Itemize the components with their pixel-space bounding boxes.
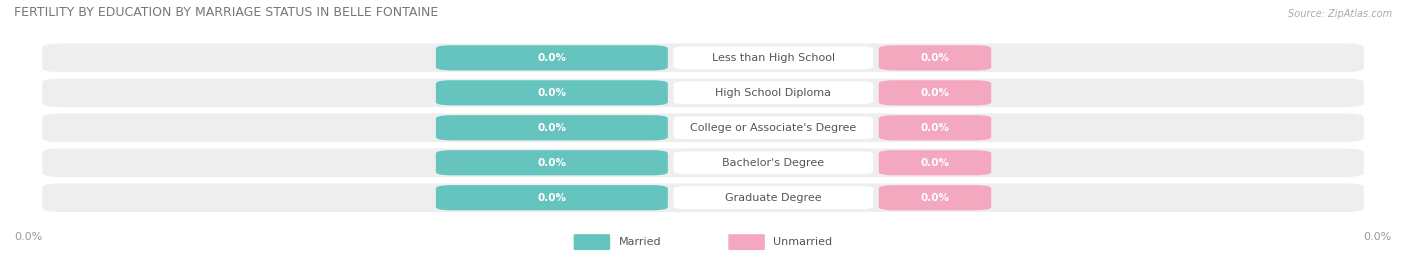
- Text: 0.0%: 0.0%: [537, 53, 567, 63]
- Text: College or Associate's Degree: College or Associate's Degree: [690, 123, 856, 133]
- Text: 0.0%: 0.0%: [537, 88, 567, 98]
- Text: Source: ZipAtlas.com: Source: ZipAtlas.com: [1288, 9, 1392, 19]
- FancyBboxPatch shape: [673, 186, 873, 209]
- FancyBboxPatch shape: [673, 151, 873, 174]
- Text: Bachelor's Degree: Bachelor's Degree: [723, 158, 824, 168]
- Text: Unmarried: Unmarried: [773, 237, 832, 247]
- Text: 0.0%: 0.0%: [921, 193, 949, 203]
- FancyBboxPatch shape: [436, 150, 668, 175]
- Text: 0.0%: 0.0%: [537, 158, 567, 168]
- FancyBboxPatch shape: [879, 80, 991, 105]
- Text: Graduate Degree: Graduate Degree: [725, 193, 821, 203]
- FancyBboxPatch shape: [673, 81, 873, 104]
- Text: 0.0%: 0.0%: [1364, 232, 1392, 242]
- Text: Less than High School: Less than High School: [711, 53, 835, 63]
- Text: 0.0%: 0.0%: [921, 158, 949, 168]
- FancyBboxPatch shape: [436, 185, 668, 210]
- Text: 0.0%: 0.0%: [14, 232, 42, 242]
- FancyBboxPatch shape: [879, 115, 991, 140]
- FancyBboxPatch shape: [728, 234, 765, 250]
- Text: 0.0%: 0.0%: [921, 53, 949, 63]
- Text: 0.0%: 0.0%: [537, 123, 567, 133]
- FancyBboxPatch shape: [879, 45, 991, 70]
- FancyBboxPatch shape: [42, 44, 1364, 72]
- FancyBboxPatch shape: [673, 116, 873, 139]
- FancyBboxPatch shape: [42, 79, 1364, 107]
- FancyBboxPatch shape: [879, 150, 991, 175]
- Text: High School Diploma: High School Diploma: [716, 88, 831, 98]
- Text: Married: Married: [619, 237, 661, 247]
- FancyBboxPatch shape: [436, 45, 668, 70]
- FancyBboxPatch shape: [42, 183, 1364, 212]
- FancyBboxPatch shape: [42, 114, 1364, 142]
- FancyBboxPatch shape: [673, 46, 873, 69]
- FancyBboxPatch shape: [436, 115, 668, 140]
- FancyBboxPatch shape: [879, 185, 991, 210]
- FancyBboxPatch shape: [436, 80, 668, 105]
- Text: 0.0%: 0.0%: [921, 88, 949, 98]
- Text: 0.0%: 0.0%: [921, 123, 949, 133]
- FancyBboxPatch shape: [574, 234, 610, 250]
- FancyBboxPatch shape: [42, 148, 1364, 177]
- Text: 0.0%: 0.0%: [537, 193, 567, 203]
- Text: FERTILITY BY EDUCATION BY MARRIAGE STATUS IN BELLE FONTAINE: FERTILITY BY EDUCATION BY MARRIAGE STATU…: [14, 6, 439, 19]
